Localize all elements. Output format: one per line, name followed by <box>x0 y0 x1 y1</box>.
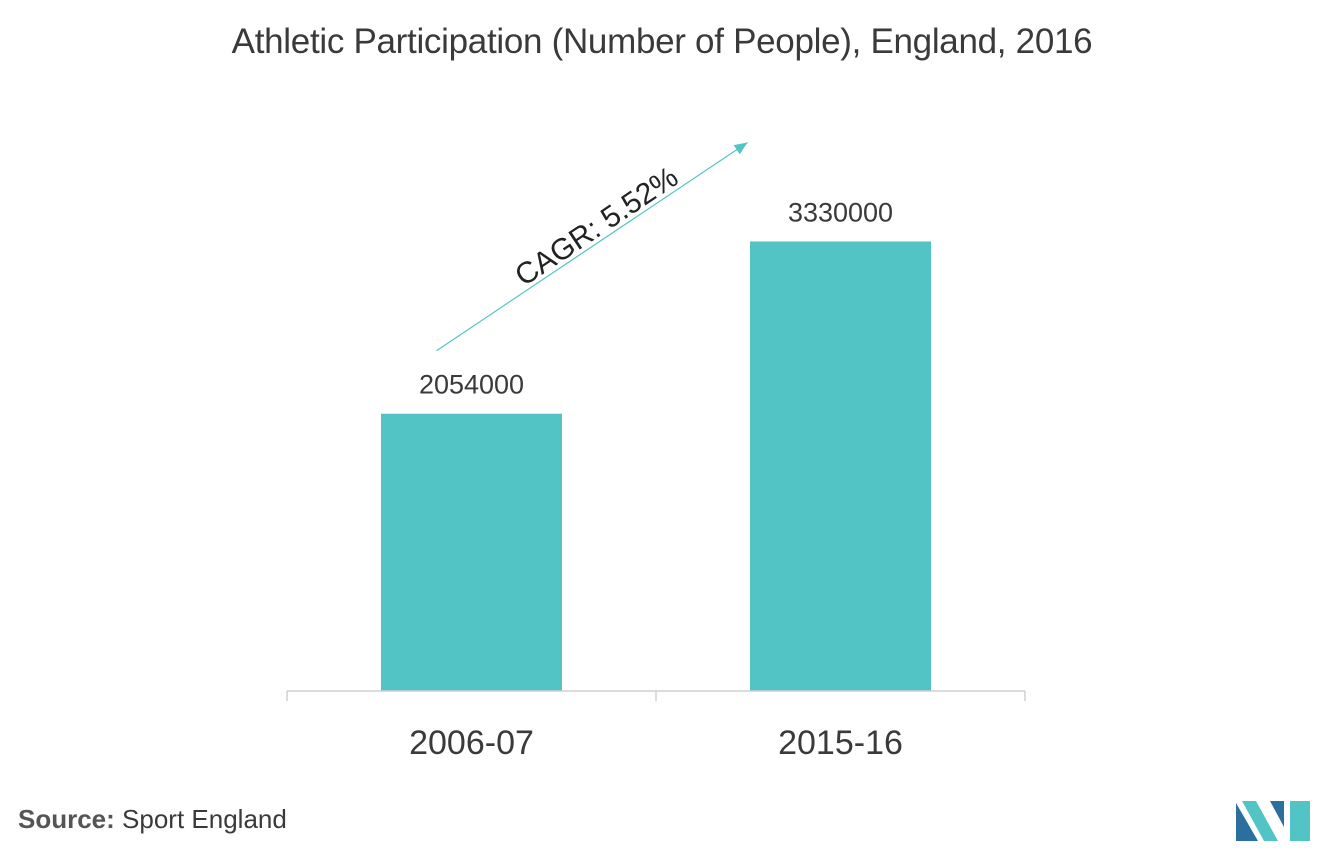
bar-2015-16 <box>750 241 931 691</box>
source-note: Source: Sport England <box>18 804 287 835</box>
labels-layer: 2054000 3330000 <box>419 197 893 399</box>
x-axis: 2006-07 2015-16 <box>286 690 1026 762</box>
cagr-arrow-line <box>436 141 748 352</box>
data-label-2006-07: 2054000 <box>419 370 524 400</box>
x-tick-label-2015-16: 2015-16 <box>778 724 903 762</box>
source-text: Sport England <box>122 804 287 834</box>
source-label: Source: <box>18 804 115 834</box>
cagr-label: CAGR: 5.52% <box>509 161 684 293</box>
bar-2006-07 <box>381 413 562 691</box>
data-label-2015-16: 3330000 <box>788 197 893 227</box>
bars-layer <box>381 241 931 691</box>
cagr-arrowhead <box>733 142 748 155</box>
chart-title: Athletic Participation (Number of People… <box>231 22 1093 61</box>
mordor-intelligence-logo-icon <box>1236 801 1310 841</box>
x-tick-label-2006-07: 2006-07 <box>409 724 534 762</box>
cagr-annotation: CAGR: 5.52% <box>436 141 748 352</box>
